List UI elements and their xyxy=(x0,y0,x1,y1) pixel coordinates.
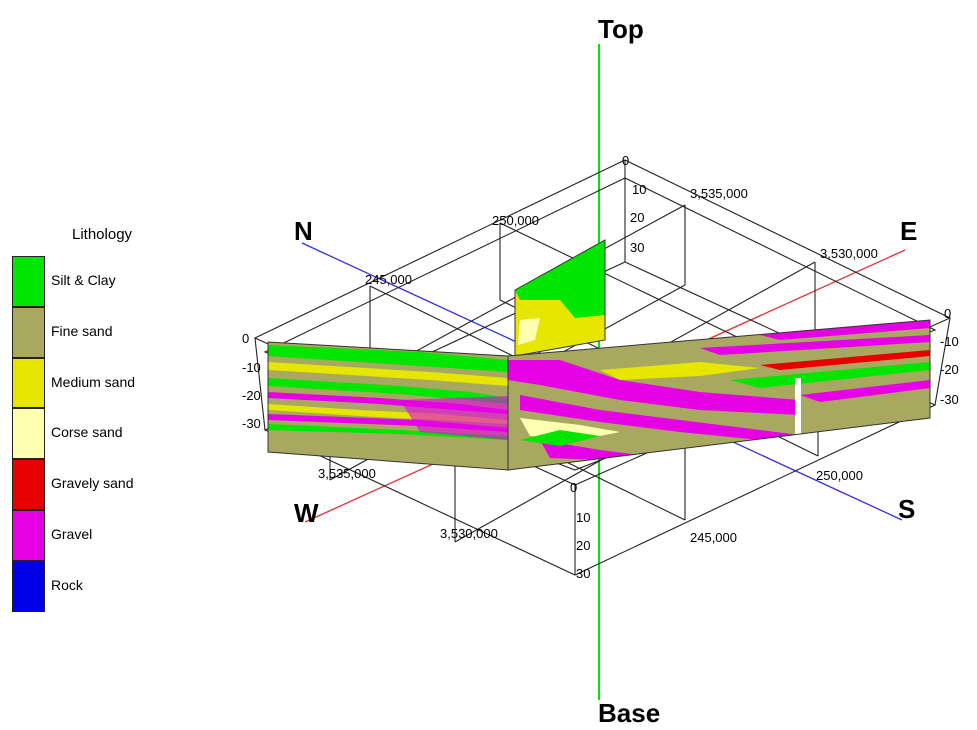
base-label: Base xyxy=(598,698,660,725)
legend-items: Silt & Clay Fine sand Medium sand Corse … xyxy=(12,256,172,612)
legend-item-gravel: Gravel xyxy=(12,509,172,561)
depth-left-0: 0 xyxy=(242,331,249,346)
north-fence-panel xyxy=(515,240,605,356)
depth-right-0: 0 xyxy=(944,306,951,321)
legend-label-rock: Rock xyxy=(51,576,83,593)
legend-swatch-silt-clay xyxy=(12,256,45,307)
easting-label-250000-front: 250,000 xyxy=(816,468,863,483)
depth-top-0: 0 xyxy=(622,153,629,168)
depth-left-20: -20 xyxy=(242,388,261,403)
depth-right-30: -30 xyxy=(940,392,959,407)
legend-label-gravely-sand: Gravely sand xyxy=(51,475,134,492)
depth-left-30: -30 xyxy=(242,416,261,431)
legend-title: Lithology xyxy=(72,226,133,243)
depth-top-20: 20 xyxy=(630,210,644,225)
depth-bottom-0: 0 xyxy=(570,480,577,495)
depth-bottom-10: 10 xyxy=(576,510,590,525)
legend-label-silt-clay: Silt & Clay xyxy=(51,272,116,288)
legend-swatch-corse-sand xyxy=(12,408,45,460)
depth-bottom-20: 20 xyxy=(576,538,590,553)
legend-swatch-fine-sand xyxy=(12,306,45,358)
depth-left-10: -10 xyxy=(242,360,261,375)
east-label: E xyxy=(900,216,917,246)
south-label: S xyxy=(898,494,915,524)
easting-label-245000-front: 245,000 xyxy=(690,530,737,545)
north-label: N xyxy=(294,216,313,246)
northing-label-3535000-left: 3,535,000 xyxy=(318,466,376,481)
legend-swatch-medium-sand xyxy=(12,357,45,409)
northing-label-3530000-left: 3,530,000 xyxy=(440,526,498,541)
north-fence-outline xyxy=(514,239,606,357)
legend-label-gravel: Gravel xyxy=(51,525,93,542)
legend-item-silt-clay: Silt & Clay xyxy=(12,256,172,307)
northing-label-3535000-right: 3,535,000 xyxy=(690,186,748,201)
east-fence-outline xyxy=(507,319,931,471)
legend-label-medium-sand: Medium sand xyxy=(51,373,136,390)
legend-swatch-rock xyxy=(12,560,45,612)
top-label: Top xyxy=(598,14,644,44)
legend-swatch-gravel xyxy=(12,509,45,561)
legend-item-rock: Rock xyxy=(12,560,172,612)
easting-label-245000-back: 245,000 xyxy=(365,272,412,287)
depth-top-30: 30 xyxy=(630,240,644,255)
west-label: W xyxy=(294,498,319,528)
legend-swatch-gravely-sand xyxy=(12,459,45,510)
west-fence-panel xyxy=(268,342,508,470)
legend-item-medium-sand: Medium sand xyxy=(12,357,172,409)
legend-label-corse-sand: Corse sand xyxy=(51,424,123,441)
legend-item-fine-sand: Fine sand xyxy=(12,306,172,358)
depth-right-10: -10 xyxy=(940,334,959,349)
depth-top-10: 10 xyxy=(632,182,646,197)
depth-bottom-30: 30 xyxy=(576,566,590,581)
depth-right-20: -20 xyxy=(940,362,959,377)
legend-label-fine-sand: Fine sand xyxy=(51,322,113,339)
northing-label-3530000-right: 3,530,000 xyxy=(820,246,878,261)
legend-item-gravely-sand: Gravely sand xyxy=(12,459,172,510)
easting-label-250000-back: 250,000 xyxy=(492,213,539,228)
legend-item-corse-sand: Corse sand xyxy=(12,408,172,460)
